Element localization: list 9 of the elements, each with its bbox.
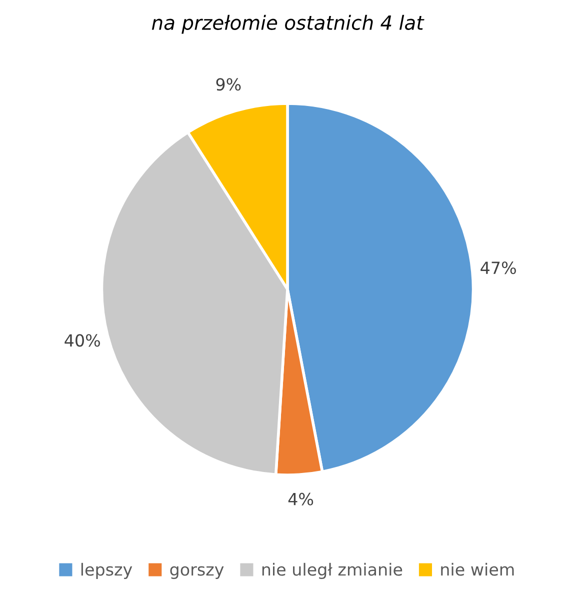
legend-label: nie uległ zmianie bbox=[262, 562, 402, 580]
data-label: 40% bbox=[64, 334, 100, 347]
legend-label: lepszy bbox=[81, 562, 132, 580]
data-label: 4% bbox=[288, 492, 314, 506]
data-label: 47% bbox=[480, 262, 516, 274]
legend-label: gorszy bbox=[170, 566, 224, 580]
legend-label: nie wiem bbox=[441, 562, 514, 576]
data-label: 9% bbox=[216, 78, 241, 91]
chart-title: na przełomie ostatnich 4 lat bbox=[152, 14, 424, 34]
